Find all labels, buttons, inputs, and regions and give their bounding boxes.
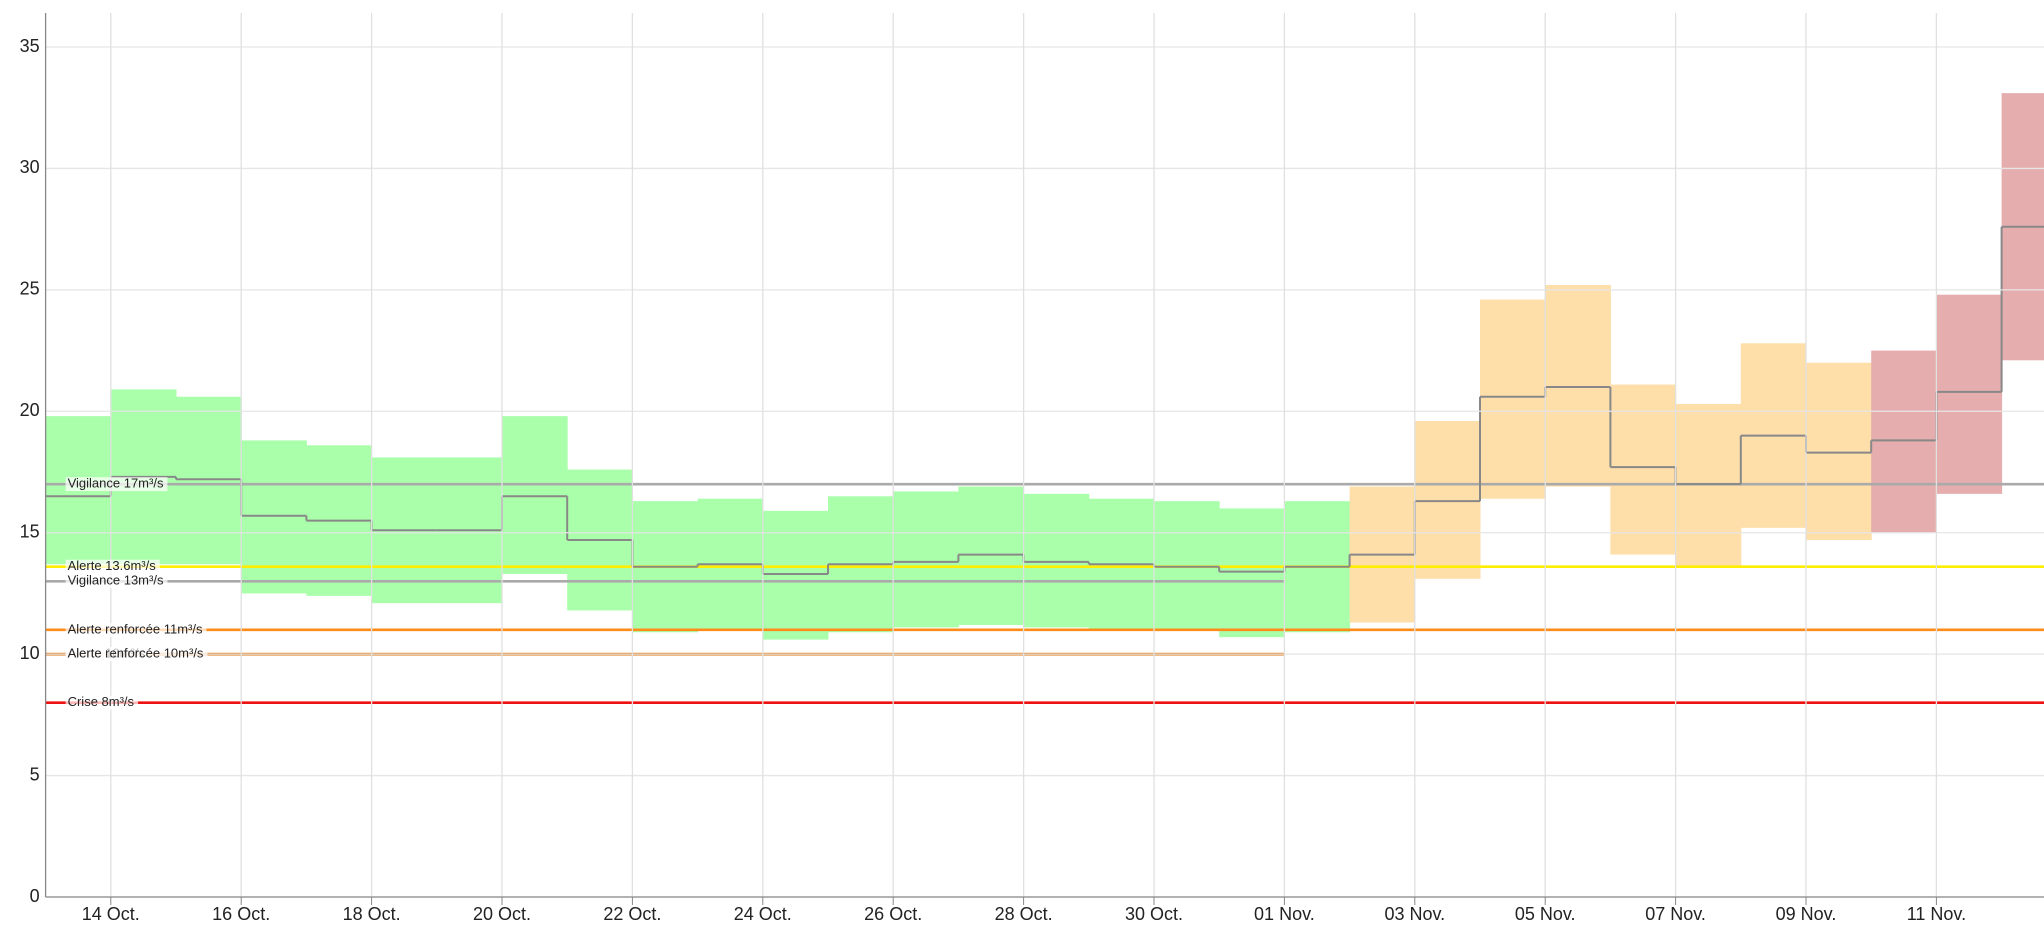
band	[1219, 508, 1285, 638]
x-tick-label: 28 Oct.	[995, 904, 1053, 924]
x-tick-label: 30 Oct.	[1125, 904, 1183, 924]
band	[176, 396, 242, 565]
x-tick-label: 03 Nov.	[1384, 904, 1445, 924]
label-bg	[65, 695, 139, 710]
band	[1023, 493, 1090, 628]
threshold-label: Vigilance 17m³/s	[68, 476, 164, 491]
band	[1610, 384, 1677, 555]
y-tick-label: 10	[20, 643, 40, 663]
x-tick-label: 09 Nov.	[1776, 904, 1837, 924]
x-tick-label: 18 Oct.	[343, 904, 401, 924]
label-bg	[65, 477, 168, 492]
threshold-label: Vigilance 13m³/s	[68, 573, 164, 588]
y-tick-label: 0	[30, 886, 40, 906]
x-tick-label: 01 Nov.	[1254, 904, 1315, 924]
x-tick-label: 22 Oct.	[603, 904, 661, 924]
band	[1871, 350, 1937, 533]
threshold-label: Crise 8m³/s	[68, 694, 135, 709]
y-tick-label: 30	[20, 157, 40, 177]
threshold-label: Alerte renforcée 11m³/s	[68, 621, 203, 636]
x-tick-label: 05 Nov.	[1515, 904, 1576, 924]
band	[502, 416, 568, 574]
y-tick-label: 35	[20, 36, 40, 56]
band	[1936, 294, 2003, 494]
threshold-label: Alerte renforcée 10m³/s	[68, 646, 204, 661]
y-tick-label: 20	[20, 400, 40, 420]
x-tick-label: 20 Oct.	[473, 904, 531, 924]
label-bg	[65, 574, 168, 589]
band	[1414, 421, 1481, 579]
band	[1480, 299, 1546, 499]
x-tick-label: 16 Oct.	[212, 904, 270, 924]
x-tick-label: 14 Oct.	[82, 904, 140, 924]
band	[958, 486, 1025, 625]
band	[1806, 362, 1872, 540]
y-tick-label: 5	[30, 764, 40, 784]
y-tick-label: 15	[20, 521, 40, 541]
x-tick-label: 11 Nov.	[1907, 904, 1966, 924]
label-bg	[65, 622, 207, 637]
threshold-label: Alerte 13.6m³/s	[68, 558, 157, 573]
band	[241, 440, 307, 594]
label-bg	[65, 559, 160, 574]
x-tick-label: 26 Oct.	[864, 904, 922, 924]
band	[893, 491, 959, 628]
x-tick-label: 07 Nov.	[1645, 904, 1706, 924]
label-bg	[65, 647, 208, 662]
plot-area	[46, 93, 2044, 705]
x-tick-label: 24 Oct.	[734, 904, 792, 924]
y-tick-label: 25	[20, 279, 40, 299]
band	[762, 510, 829, 640]
band	[1545, 285, 1611, 487]
